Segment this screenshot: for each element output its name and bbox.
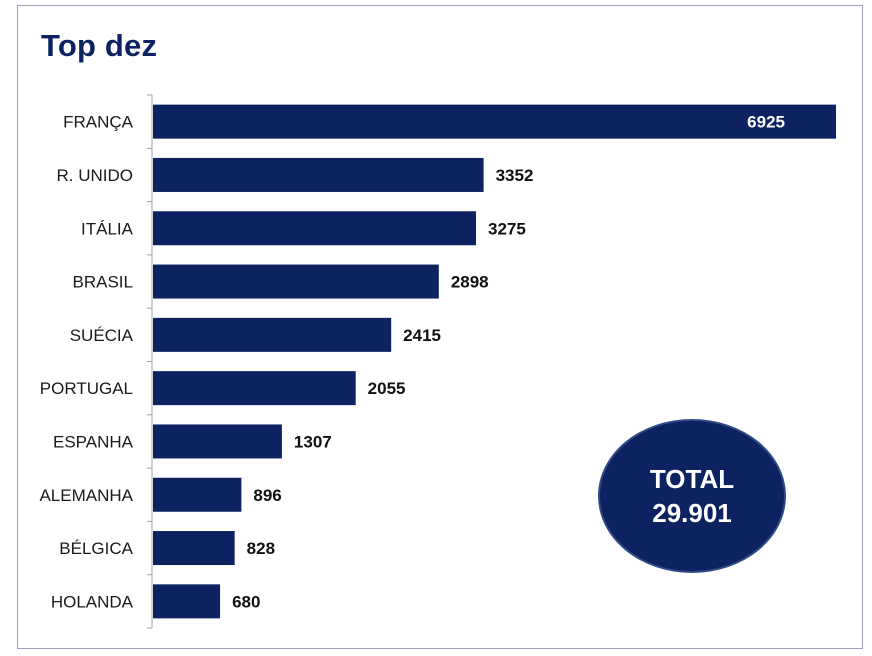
total-value: 29.901: [652, 498, 732, 528]
value-label: 2415: [403, 326, 441, 345]
bar: [153, 104, 836, 139]
bar: [153, 264, 439, 299]
bar: [153, 531, 235, 566]
value-label: 2898: [451, 273, 489, 292]
category-label: ITÁLIA: [81, 219, 134, 238]
total-badge: TOTAL 29.901: [598, 419, 786, 573]
category-label: R. UNIDO: [57, 166, 134, 185]
value-label: 1307: [294, 432, 332, 451]
bar: [153, 317, 392, 352]
value-label: 896: [253, 486, 281, 505]
bar: [153, 211, 477, 246]
category-label: BÉLGICA: [59, 539, 133, 558]
category-label: HOLANDA: [51, 592, 134, 611]
category-label: BRASIL: [73, 273, 133, 292]
bar: [153, 477, 242, 512]
category-label: ALEMANHA: [39, 486, 133, 505]
value-label: 3275: [488, 219, 526, 238]
chart-title: Top dez: [41, 28, 158, 63]
value-label: 6925: [747, 113, 785, 132]
bar: [153, 584, 221, 619]
category-label: PORTUGAL: [40, 379, 133, 398]
bar: [153, 157, 484, 192]
category-label: ESPANHA: [53, 432, 134, 451]
bar: [153, 424, 282, 459]
value-label: 2055: [368, 379, 406, 398]
category-label: SUÉCIA: [70, 326, 134, 345]
total-label: TOTAL: [649, 464, 735, 494]
value-label: 3352: [496, 166, 534, 185]
value-label: 828: [247, 539, 275, 558]
category-label: FRANÇA: [63, 113, 134, 132]
value-label: 680: [232, 592, 260, 611]
bar: [153, 371, 356, 406]
